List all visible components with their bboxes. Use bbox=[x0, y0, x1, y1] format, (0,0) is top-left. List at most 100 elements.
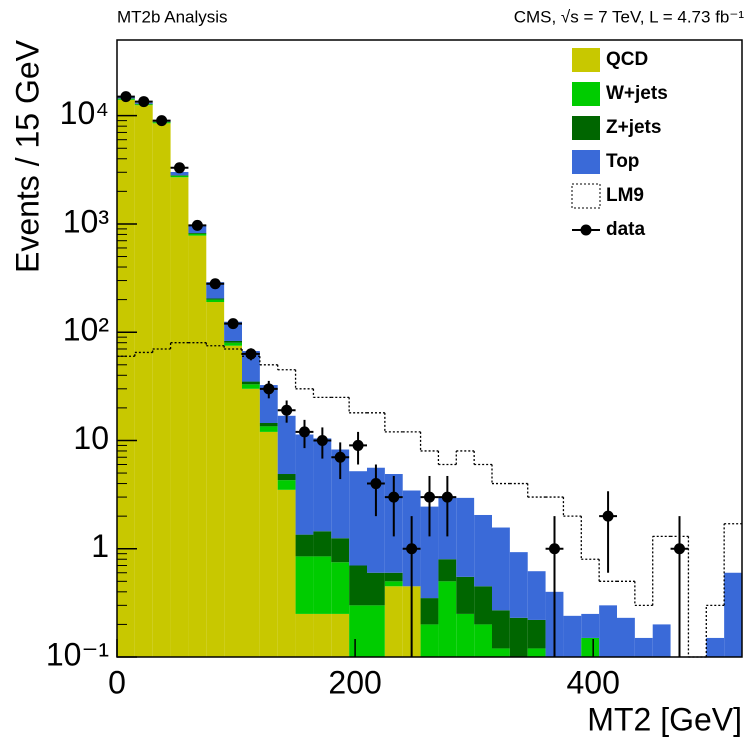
stack-bar bbox=[206, 302, 224, 657]
stack-bar bbox=[224, 341, 242, 343]
stack-bar bbox=[528, 620, 546, 648]
data-point bbox=[192, 220, 203, 231]
stack-bar bbox=[278, 490, 296, 657]
stack-bar bbox=[171, 175, 189, 176]
data-point bbox=[424, 492, 435, 503]
y-axis-label: Events / 15 GeV bbox=[9, 39, 45, 273]
data-point bbox=[210, 278, 221, 289]
stack-bar bbox=[528, 571, 546, 620]
stack-bar bbox=[278, 480, 296, 490]
legend-swatch bbox=[572, 48, 600, 72]
stack-bar bbox=[438, 559, 456, 581]
data-point bbox=[228, 318, 239, 329]
stack-bar bbox=[492, 648, 510, 657]
data-point bbox=[317, 435, 328, 446]
stack-bar bbox=[724, 573, 742, 657]
stack-bar bbox=[510, 552, 528, 618]
legend-label: LM9 bbox=[606, 185, 644, 206]
stack-bar bbox=[456, 614, 474, 657]
data-point bbox=[442, 492, 453, 503]
data-point bbox=[281, 405, 292, 416]
data-point bbox=[299, 426, 310, 437]
stack-bar bbox=[349, 471, 367, 565]
stack-bar bbox=[260, 426, 278, 432]
data-point bbox=[603, 511, 614, 522]
stack-bar bbox=[188, 236, 206, 657]
data-point bbox=[549, 543, 560, 554]
stack-bar bbox=[260, 423, 278, 426]
stack-bar bbox=[331, 562, 349, 614]
x-tick-label: 400 bbox=[566, 664, 619, 700]
stack-bar bbox=[581, 638, 599, 657]
legend-swatch bbox=[572, 150, 600, 174]
stack-bar bbox=[456, 498, 474, 577]
stack-bar bbox=[260, 432, 278, 657]
stack-bar bbox=[474, 586, 492, 624]
y-tick-label: 10⁻¹ bbox=[46, 636, 109, 672]
y-tick-label: 10 bbox=[73, 420, 109, 456]
stack-bar bbox=[474, 515, 492, 586]
stack-bar bbox=[492, 528, 510, 611]
stack-bar bbox=[171, 177, 189, 657]
stack-bar bbox=[617, 618, 635, 657]
stack-bar bbox=[242, 382, 260, 385]
x-axis-label: MT2 [GeV] bbox=[587, 701, 742, 737]
data-point bbox=[263, 383, 274, 394]
stack-bar bbox=[331, 538, 349, 562]
y-tick-label: 10² bbox=[63, 312, 110, 348]
data-point bbox=[156, 115, 167, 126]
legend-label: Z+jets bbox=[606, 117, 661, 138]
stack-bar bbox=[153, 123, 171, 657]
stack-bar bbox=[385, 573, 403, 582]
stack-bar bbox=[224, 346, 242, 657]
stack-bar bbox=[278, 474, 296, 480]
y-tick-label: 10⁴ bbox=[60, 95, 109, 131]
stack-bar bbox=[492, 610, 510, 648]
y-tick-label: 10³ bbox=[63, 203, 110, 239]
stack-bar bbox=[206, 298, 224, 299]
legend-swatch bbox=[572, 82, 600, 106]
stack-bar bbox=[242, 389, 260, 657]
stack-bar bbox=[349, 605, 367, 657]
stack-bar bbox=[367, 573, 385, 606]
data-point bbox=[120, 91, 131, 102]
legend-swatch bbox=[581, 225, 592, 236]
stack-bar bbox=[510, 618, 528, 657]
stack-bar bbox=[385, 586, 403, 657]
data-point bbox=[370, 478, 381, 489]
stack-bar bbox=[296, 435, 314, 535]
stack-bar bbox=[278, 416, 296, 474]
stack-bar bbox=[296, 614, 314, 657]
data-point bbox=[174, 162, 185, 173]
x-tick-label: 0 bbox=[108, 664, 126, 700]
data-point bbox=[138, 96, 149, 107]
stack-bar bbox=[296, 535, 314, 557]
stack-bar bbox=[653, 624, 671, 657]
stack-bar bbox=[224, 343, 242, 346]
stack-bar bbox=[367, 605, 385, 657]
data-point bbox=[353, 440, 364, 451]
chart-title: MT2b Analysis bbox=[117, 7, 228, 26]
stack-bar bbox=[528, 648, 546, 657]
chart-subtitle: CMS, √s = 7 TeV, L = 4.73 fb⁻¹ bbox=[514, 7, 745, 26]
legend-label: Top bbox=[606, 151, 639, 172]
stack-bar bbox=[296, 556, 314, 614]
stack-bar bbox=[313, 614, 331, 657]
legend-label: QCD bbox=[606, 49, 648, 70]
stack-bar bbox=[421, 624, 439, 657]
stack-bar bbox=[117, 100, 135, 657]
stack-bar bbox=[421, 598, 439, 624]
y-tick-label: 1 bbox=[91, 528, 109, 564]
stack-bar bbox=[188, 233, 206, 234]
legend-swatch bbox=[572, 184, 600, 208]
stack-bar bbox=[188, 234, 206, 236]
data-point bbox=[335, 452, 346, 463]
stack-bar bbox=[706, 638, 724, 657]
x-tick-label: 200 bbox=[328, 664, 381, 700]
legend-swatch bbox=[572, 116, 600, 140]
data-point bbox=[406, 543, 417, 554]
stack-bar bbox=[242, 384, 260, 388]
data-point bbox=[245, 348, 256, 359]
stack-bar bbox=[599, 605, 617, 657]
